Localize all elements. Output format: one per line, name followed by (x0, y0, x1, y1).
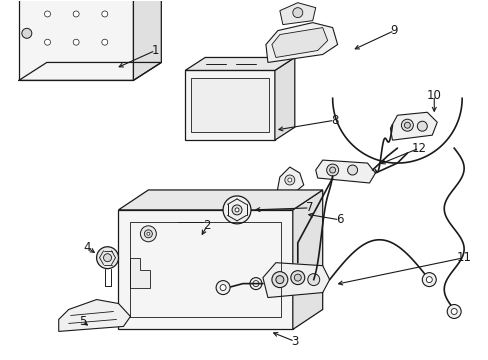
Circle shape (223, 196, 250, 224)
Circle shape (287, 178, 291, 182)
Circle shape (216, 280, 229, 294)
Text: 2: 2 (203, 219, 210, 232)
Polygon shape (292, 190, 322, 329)
Circle shape (426, 276, 431, 283)
Circle shape (96, 247, 118, 269)
Polygon shape (185, 58, 294, 71)
Text: 10: 10 (426, 89, 441, 102)
Polygon shape (279, 3, 315, 24)
Text: 4: 4 (83, 241, 91, 254)
Polygon shape (133, 0, 161, 80)
Polygon shape (315, 160, 375, 183)
Polygon shape (271, 28, 327, 58)
Circle shape (285, 175, 294, 185)
Circle shape (271, 272, 287, 288)
Polygon shape (59, 300, 130, 332)
Polygon shape (274, 58, 294, 140)
Polygon shape (269, 167, 303, 210)
Text: 12: 12 (411, 141, 426, 155)
Text: 9: 9 (390, 24, 397, 37)
Polygon shape (191, 78, 268, 132)
Circle shape (329, 167, 335, 173)
Circle shape (249, 278, 262, 289)
Circle shape (73, 11, 79, 17)
Circle shape (232, 205, 242, 215)
Circle shape (220, 285, 225, 291)
Circle shape (307, 274, 319, 285)
Polygon shape (130, 258, 150, 288)
Circle shape (292, 8, 302, 18)
Circle shape (140, 226, 156, 242)
Circle shape (447, 305, 460, 319)
Text: 7: 7 (305, 201, 313, 215)
Circle shape (326, 164, 338, 176)
Text: 1: 1 (151, 44, 159, 57)
Polygon shape (118, 210, 292, 329)
Text: 5: 5 (79, 315, 86, 328)
Circle shape (450, 309, 456, 315)
Circle shape (102, 11, 107, 17)
Text: 8: 8 (330, 114, 338, 127)
Circle shape (347, 165, 357, 175)
Circle shape (401, 119, 412, 131)
Polygon shape (265, 23, 337, 62)
Circle shape (44, 11, 50, 17)
Text: 11: 11 (456, 251, 471, 264)
Polygon shape (173, 208, 208, 240)
Polygon shape (118, 190, 322, 210)
Circle shape (404, 122, 409, 128)
Circle shape (144, 230, 152, 238)
Circle shape (290, 271, 304, 285)
Polygon shape (389, 112, 436, 140)
Circle shape (44, 39, 50, 45)
Circle shape (294, 274, 301, 281)
Circle shape (103, 254, 111, 262)
Circle shape (146, 232, 149, 235)
Circle shape (252, 280, 259, 287)
Circle shape (422, 273, 435, 287)
Text: 6: 6 (335, 213, 343, 226)
Circle shape (22, 28, 32, 38)
Circle shape (235, 208, 239, 212)
Circle shape (102, 39, 107, 45)
Circle shape (416, 121, 427, 131)
Circle shape (275, 276, 283, 284)
Text: 3: 3 (290, 335, 298, 348)
Circle shape (73, 39, 79, 45)
Polygon shape (185, 71, 274, 140)
Polygon shape (263, 263, 329, 298)
Polygon shape (19, 0, 133, 80)
